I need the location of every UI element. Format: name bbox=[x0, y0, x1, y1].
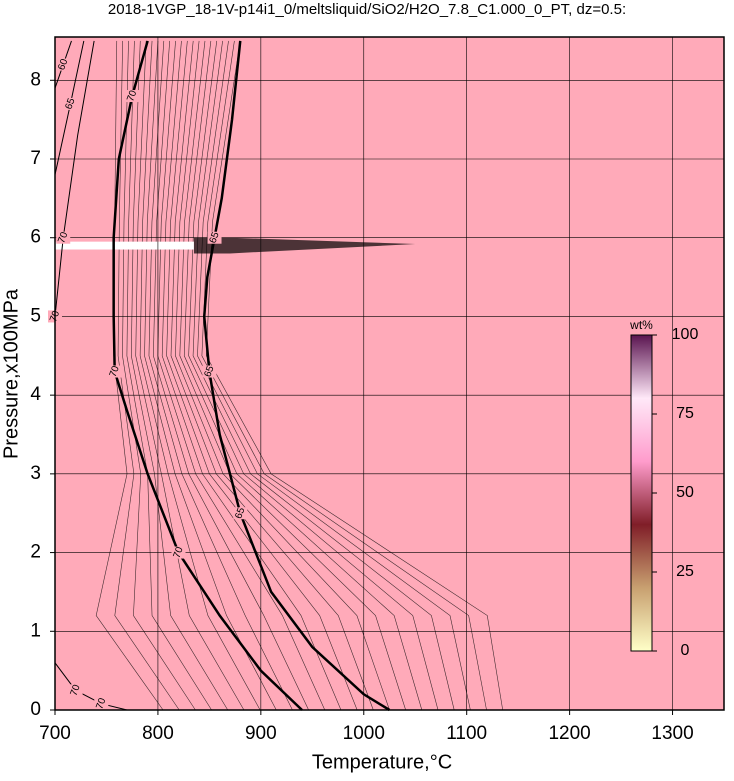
contour-label: 65 bbox=[233, 506, 247, 521]
contour-label-bg bbox=[94, 697, 109, 710]
contour-label-bg bbox=[233, 507, 248, 520]
contour-label: 65 bbox=[202, 364, 216, 379]
x-axis-label: Temperature,°C bbox=[312, 751, 452, 773]
y-tick-label: 1 bbox=[30, 620, 41, 641]
y-tick-label: 2 bbox=[30, 542, 41, 563]
colorbar-tick-label: 75 bbox=[676, 405, 694, 422]
plot-background bbox=[55, 37, 724, 710]
contour-label: 70 bbox=[69, 683, 83, 698]
colorbar-label: wt% bbox=[629, 318, 653, 332]
contour-label-bg bbox=[56, 58, 71, 71]
y-tick-label: 6 bbox=[30, 227, 41, 248]
x-tick-label: 700 bbox=[39, 723, 71, 744]
y-axis-label: Pressure,x100MPa bbox=[0, 288, 22, 459]
contour-label-bg bbox=[63, 97, 78, 110]
contour-label: 70 bbox=[56, 230, 70, 245]
contour-line bbox=[54, 662, 128, 711]
contour-line bbox=[112, 40, 303, 711]
contour-label: 65 bbox=[208, 230, 222, 245]
contour-label-bg bbox=[171, 546, 186, 559]
contour-label: 70 bbox=[94, 696, 108, 711]
contour-label-bg bbox=[107, 365, 122, 378]
colorbar-tick-label: 25 bbox=[676, 563, 694, 580]
x-tick-label: 1300 bbox=[651, 723, 693, 744]
discontinuity-white bbox=[55, 241, 194, 250]
y-tick-label: 3 bbox=[30, 463, 41, 484]
frame bbox=[54, 36, 725, 711]
y-tick-label: 8 bbox=[30, 69, 41, 90]
colorbar-tick-label: 100 bbox=[672, 326, 699, 343]
discontinuity-dark bbox=[193, 237, 416, 254]
contour-label-bg bbox=[125, 90, 140, 103]
contour-label-bg bbox=[68, 684, 83, 697]
y-tick-label: 4 bbox=[30, 384, 41, 405]
y-tick-label: 0 bbox=[30, 699, 41, 720]
contour-label: 60 bbox=[56, 57, 70, 72]
colorbar bbox=[630, 334, 653, 652]
contour-label: 70 bbox=[125, 89, 139, 104]
colorbar-tick-label: 50 bbox=[676, 484, 694, 501]
chart-title: 2018-1VGP_18-1V-p14i1_0/meltsliquid/SiO2… bbox=[108, 1, 626, 18]
x-tick-label: 1000 bbox=[343, 723, 385, 744]
contour-label: 70 bbox=[108, 364, 122, 379]
contour-label-bg bbox=[207, 231, 222, 244]
contour-label-bg bbox=[202, 365, 217, 378]
contour-label: 70 bbox=[172, 545, 186, 560]
contour-label: 65 bbox=[63, 96, 77, 111]
x-tick-label: 1200 bbox=[548, 723, 590, 744]
colorbar-tick-label: 0 bbox=[681, 642, 690, 659]
y-tick-label: 7 bbox=[30, 148, 41, 169]
x-tick-label: 1100 bbox=[446, 723, 487, 744]
contour-label-bg bbox=[56, 231, 71, 244]
contour-line bbox=[54, 40, 95, 317]
x-tick-label: 900 bbox=[245, 723, 277, 744]
y-tick-label: 5 bbox=[30, 305, 41, 326]
x-tick-label: 800 bbox=[142, 723, 174, 744]
